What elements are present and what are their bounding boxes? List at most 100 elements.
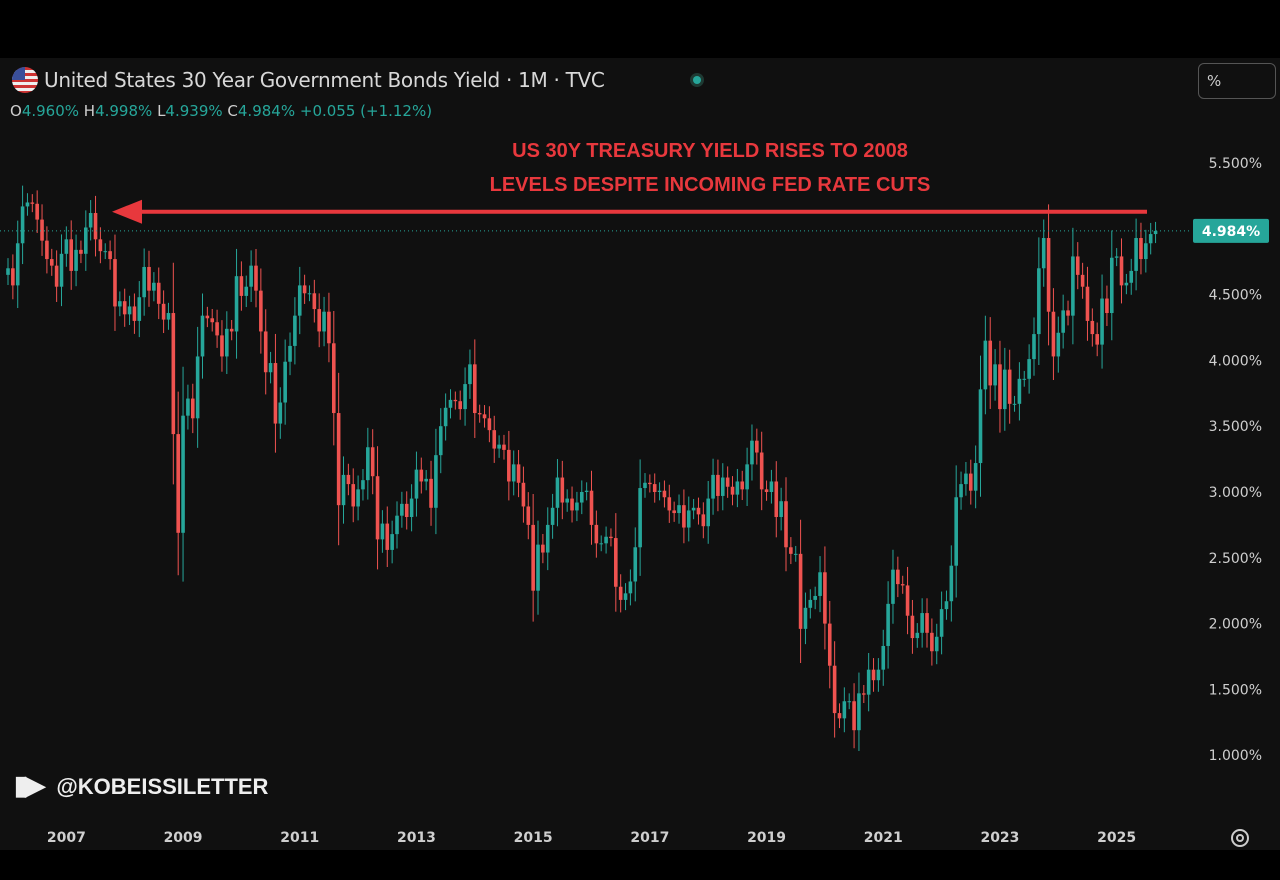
candle-body [973, 463, 978, 491]
candle-body [492, 430, 497, 449]
candle-body [998, 364, 1002, 410]
candle-body [132, 306, 137, 321]
candle-body [293, 315, 297, 346]
candle-body [1075, 256, 1080, 275]
candle-body [696, 507, 701, 515]
candle-body [531, 524, 535, 591]
candle-body [565, 498, 569, 503]
candle-body [108, 251, 112, 260]
candle-body [1090, 320, 1095, 335]
candle-body [54, 265, 59, 287]
candle-body [750, 440, 754, 465]
ohlc-legend: O4.960% H4.998% L4.939% C4.984% +0.055 (… [10, 102, 432, 120]
candle-body [336, 413, 341, 506]
candle-body [361, 480, 365, 490]
candle-body [545, 524, 550, 553]
candle-body [1119, 256, 1124, 286]
candle-body [759, 452, 764, 490]
candle-body [691, 507, 696, 511]
annotation-line-2: LEVELS DESPITE INCOMING FED RATE CUTS [489, 174, 931, 196]
candle-body [949, 565, 954, 602]
candle-body [609, 536, 613, 539]
candle-body [404, 503, 409, 518]
candle-body [190, 398, 195, 419]
candle-body [366, 447, 370, 481]
candle-body [1061, 310, 1065, 333]
candle-body [638, 488, 642, 548]
open-label: O [10, 102, 22, 120]
candle-body [526, 506, 531, 525]
candle-body [229, 328, 234, 332]
x-axis: 2007 2009 2011 2013 2015 2017 2019 2021 2023 2025 [47, 830, 1136, 846]
candle-body [1139, 238, 1143, 260]
candles [6, 185, 1158, 751]
candle-body [254, 265, 258, 291]
percent-scale-button[interactable]: % [1198, 63, 1276, 99]
candle-body [49, 259, 54, 266]
x-tick-label: 2011 [280, 830, 319, 846]
candle-body [1144, 243, 1148, 260]
candle-body [424, 478, 428, 482]
candle-body [156, 282, 161, 304]
candle-body [1153, 230, 1158, 235]
candle-body [429, 478, 433, 508]
x-tick-label: 2017 [630, 830, 669, 846]
candle-body [448, 399, 453, 408]
candle-body [40, 219, 44, 241]
high-label: H [83, 102, 96, 120]
candle-body [259, 290, 263, 332]
candle-body [419, 469, 424, 482]
y-tick-label: 1.500% [1209, 682, 1262, 698]
candle-body [779, 501, 783, 518]
candle-body [375, 476, 380, 540]
gear-icon[interactable] [1229, 827, 1251, 849]
candle-body [113, 259, 117, 307]
candle-body [273, 363, 278, 424]
x-tick-label: 2019 [747, 830, 786, 846]
watermark-handle: @KOBEISSILETTER [56, 774, 269, 799]
candle-body [1095, 334, 1099, 345]
candle-body [575, 502, 579, 511]
candle-body [1017, 378, 1022, 404]
candle-body [827, 623, 832, 666]
market-status-icon[interactable] [690, 73, 704, 87]
candle-body [618, 586, 623, 600]
candle-body [84, 227, 88, 254]
candle-body [740, 481, 745, 490]
candle-body [755, 440, 759, 453]
candle-body [1046, 238, 1051, 312]
candle-body [560, 477, 565, 503]
annotation-overlay: 4.984% [0, 199, 1269, 243]
candle-body [881, 645, 886, 670]
candle-body [511, 464, 516, 482]
candle-body [142, 266, 146, 298]
candle-body [186, 398, 190, 416]
candle-body [322, 311, 326, 332]
x-tick-label: 2009 [164, 830, 203, 846]
candle-body [351, 484, 356, 507]
candle-body [701, 514, 706, 527]
candle-body [550, 507, 555, 525]
candle-body [30, 202, 35, 204]
change-value: +0.055 (+1.12%) [299, 102, 433, 120]
candle-body [720, 477, 725, 496]
candle-body [1109, 257, 1114, 314]
candle-body [589, 490, 594, 525]
candle-body [356, 489, 360, 507]
candle-body [1032, 334, 1036, 360]
candle-body [682, 505, 686, 528]
candle-body [35, 203, 39, 220]
candle-body [570, 498, 574, 511]
y-tick-label: 1.000% [1209, 748, 1262, 764]
candle-body [764, 489, 769, 492]
candle-body [813, 595, 817, 600]
candle-body [1012, 403, 1017, 405]
candle-body [677, 505, 681, 514]
candle-body [667, 497, 672, 511]
high-value: 4.998% [95, 102, 153, 120]
candle-body [395, 515, 399, 535]
close-value: 4.984% [237, 102, 296, 120]
candle-body [623, 593, 628, 600]
candle-body [983, 340, 988, 390]
